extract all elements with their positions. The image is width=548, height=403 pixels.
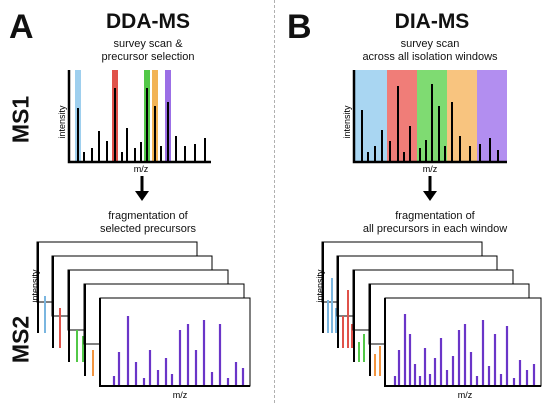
dda-ms1-ylabel: intensity — [57, 105, 67, 139]
dda-ms2-caption: fragmentation of selected precursors — [70, 210, 226, 236]
dia-ms1-caption-line1: survey scan — [400, 38, 460, 50]
dia-window-red — [387, 70, 417, 162]
dia-arrow-head — [423, 191, 437, 201]
panel-title-dda: DDA-MS — [106, 10, 190, 33]
dda-ms2-front-card — [99, 297, 251, 387]
row-label-ms2: MS2 — [7, 315, 34, 364]
panel-letter-b: B — [287, 8, 312, 46]
panel-title-dia: DIA-MS — [394, 10, 470, 33]
dia-ms1-peaks — [361, 84, 499, 162]
dda-ms1-spectrum: intensity m/z — [57, 70, 211, 174]
dda-ms1-peaks — [77, 88, 206, 162]
dia-ms1-xlabel: m/z — [423, 164, 438, 174]
dda-ms2-stack: intensity m/z — [32, 241, 251, 400]
dda-ms1-caption: survey scan & precursor selection — [70, 38, 226, 64]
dda-ms2-caption-line2: selected precursors — [100, 223, 196, 235]
dda-ms2-ylabel: intensity — [32, 269, 40, 303]
dia-ms1-spectrum: intensity m/z — [342, 70, 507, 174]
dda-ms2-caption-line1: fragmentation of — [108, 210, 188, 222]
dia-ms2-front-card — [384, 297, 542, 387]
dda-arrow — [135, 176, 149, 201]
dia-ms2-caption-line2: all precursors in each window — [362, 223, 508, 235]
dia-ms2-caption-line1: fragmentation of — [395, 210, 475, 222]
dia-ms2-axes — [384, 298, 541, 387]
dia-arrow — [423, 176, 437, 201]
dda-ms1-xlabel: m/z — [134, 164, 149, 174]
dia-ms1-axes — [352, 70, 507, 164]
dia-ms1-ylabel: intensity — [342, 105, 352, 139]
dia-ms2-xlabel: m/z — [458, 390, 473, 400]
dda-ms2-xlabel: m/z — [173, 390, 188, 400]
dia-ms2-ylabel: intensity — [315, 269, 325, 303]
panel-divider — [274, 0, 275, 403]
dia-ms2-caption: fragmentation of all precursors in each … — [345, 210, 525, 236]
dda-ms1-axes — [67, 70, 211, 164]
dda-ms1-caption-line2: precursor selection — [101, 51, 195, 63]
dia-window-purple — [477, 70, 507, 162]
dia-ms1-caption: survey scan across all isolation windows — [345, 38, 515, 64]
dia-ms1-caption-line2: across all isolation windows — [362, 51, 498, 63]
dda-ms1-caption-line1: survey scan & — [113, 38, 183, 50]
row-label-ms1: MS1 — [7, 95, 34, 144]
dda-arrow-head — [135, 191, 149, 201]
dda-ms2-axes — [99, 298, 250, 387]
panel-letter-a: A — [9, 8, 34, 46]
dia-ms2-stack: intensity m/z — [315, 241, 542, 400]
